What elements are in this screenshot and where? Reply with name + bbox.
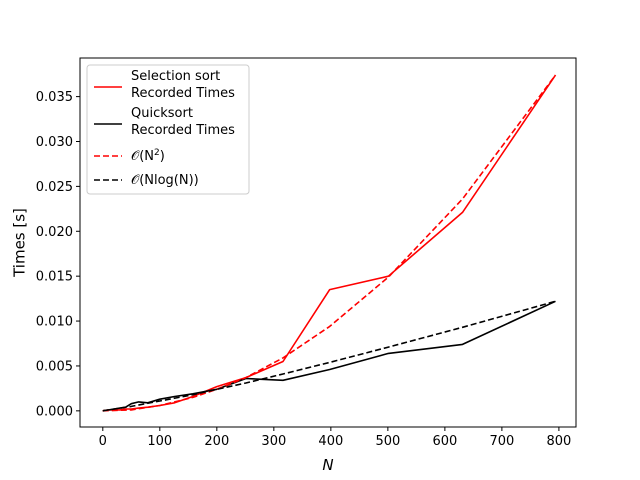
y-tick-label: 0.005 (36, 359, 73, 374)
y-tick-label: 0.010 (36, 315, 73, 330)
y-axis-ticks: 0.000 0.005 0.010 0.015 0.020 0.025 0.030 0.035 (36, 90, 80, 419)
legend-label-on2: 𝒪(N2) (131, 148, 165, 164)
x-tick-label: 100 (147, 434, 172, 449)
y-tick-label: 0.025 (36, 180, 73, 195)
x-axis-ticks: 0 100 200 300 400 500 600 700 800 (99, 427, 571, 449)
y-tick-label: 0.020 (36, 225, 73, 240)
x-tick-label: 600 (432, 434, 457, 449)
series-line-3 (102, 300, 556, 412)
axes-frame (79, 57, 577, 428)
x-axis-label: N (322, 456, 333, 474)
legend: Selection sort Recorded Times Quicksort … (86, 64, 250, 195)
y-tick-label: 0.000 (36, 404, 73, 419)
y-axis-label: Times [s] (11, 208, 29, 278)
plot-lines (102, 74, 557, 412)
legend-label-on2-main: 𝒪(N (131, 149, 154, 164)
x-tick-label: 500 (375, 434, 400, 449)
legend-label-selection-sort-line1: Selection sort (131, 69, 220, 84)
legend-label-quicksort-line1: Quicksort (131, 106, 193, 121)
legend-label-on2-superscript: 2 (154, 148, 160, 158)
legend-label-on2-end: ) (160, 149, 165, 164)
legend-label-quicksort-line2: Recorded Times (131, 123, 235, 138)
y-tick-label: 0.015 (36, 270, 73, 285)
y-tick-label: 0.035 (36, 90, 73, 105)
x-tick-label: 700 (489, 434, 514, 449)
x-tick-label: 400 (318, 434, 343, 449)
series-line-1 (102, 300, 556, 412)
x-tick-label: 200 (204, 434, 229, 449)
series-line-2 (102, 74, 557, 412)
legend-label-selection-sort-line2: Recorded Times (131, 86, 235, 101)
legend-label-onlogn: 𝒪(Nlog(N)) (131, 173, 199, 188)
x-tick-label: 300 (261, 434, 286, 449)
x-tick-label: 0 (99, 434, 107, 449)
x-tick-label: 800 (546, 434, 571, 449)
legend-box (86, 64, 250, 195)
y-tick-label: 0.030 (36, 135, 73, 150)
